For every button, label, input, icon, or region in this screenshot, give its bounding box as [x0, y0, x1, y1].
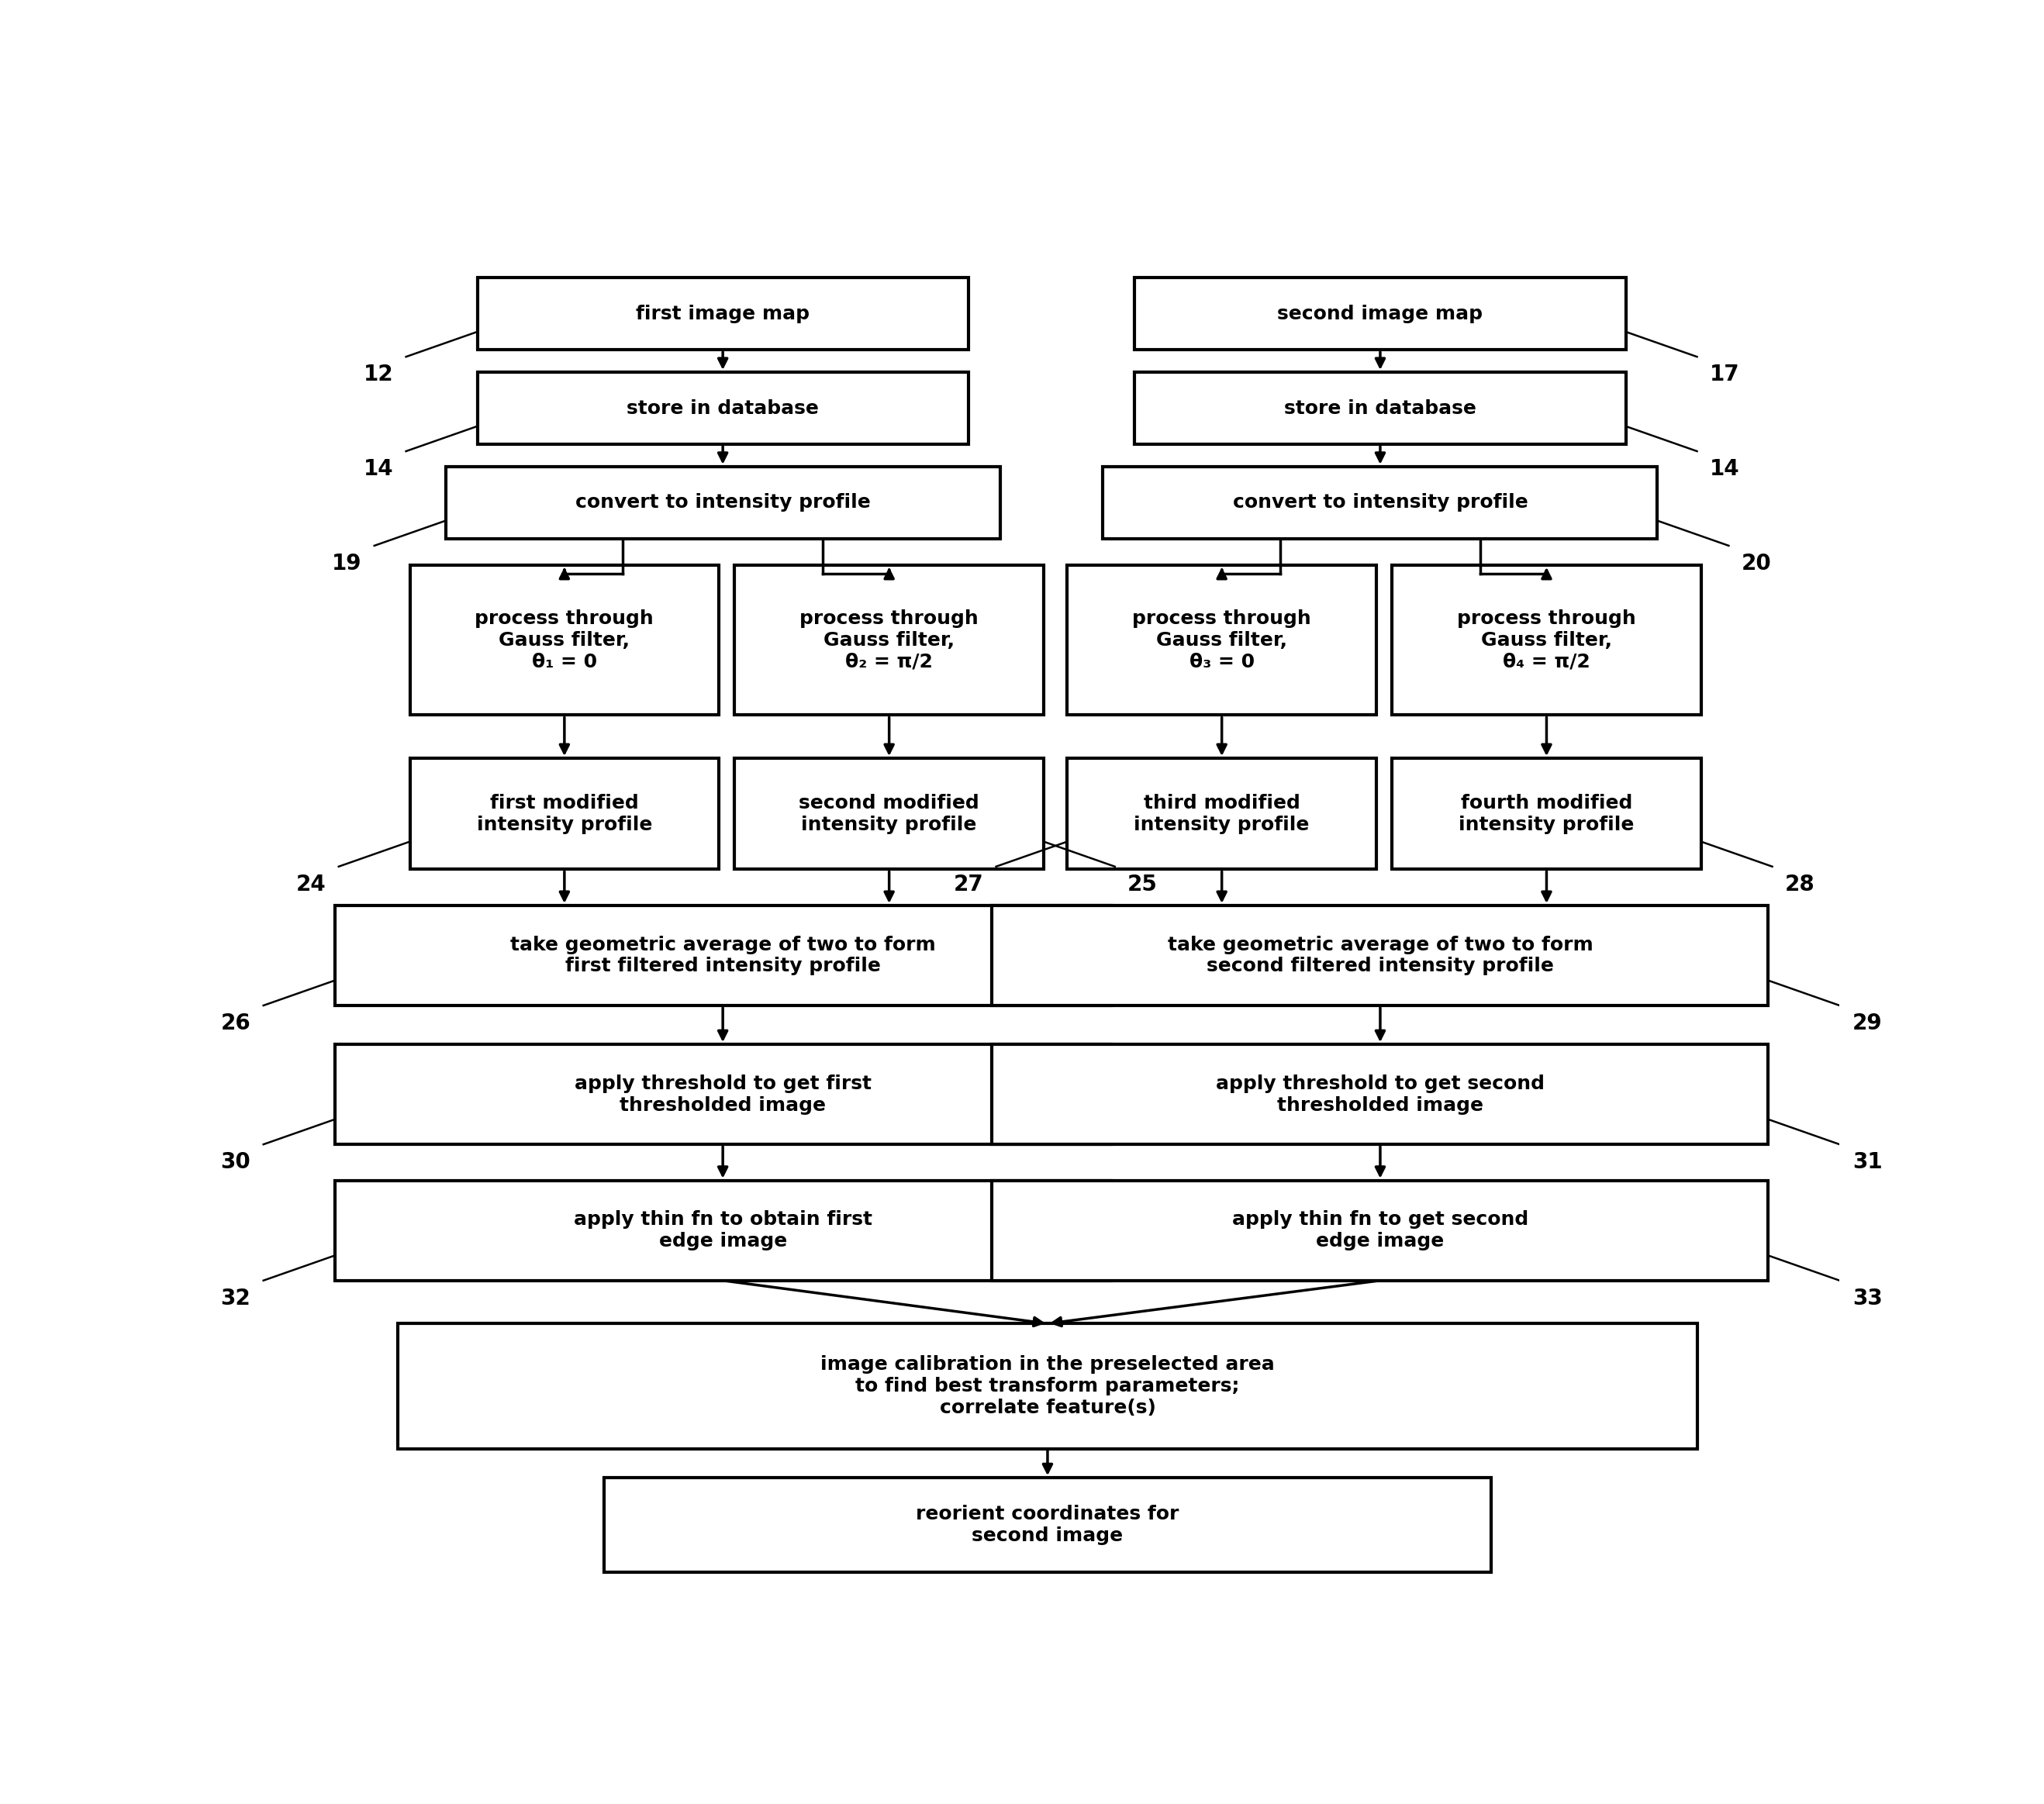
Bar [1134, 278, 1625, 350]
Text: take geometric average of two to form
second filtered intensity profile: take geometric average of two to form se… [1167, 936, 1592, 976]
Text: store in database: store in database [1284, 399, 1476, 417]
Text: 27: 27 [953, 873, 983, 895]
Text: 26: 26 [221, 1012, 251, 1034]
Bar [411, 758, 719, 870]
Text: 25: 25 [1128, 873, 1157, 895]
Bar [991, 1180, 1768, 1281]
Bar [446, 467, 1000, 539]
Text: 29: 29 [1852, 1012, 1883, 1034]
Bar [335, 1180, 1112, 1281]
Text: 33: 33 [1852, 1288, 1883, 1310]
Text: process through
Gauss filter,
θ₄ = π/2: process through Gauss filter, θ₄ = π/2 [1457, 610, 1635, 671]
Bar [1067, 565, 1376, 714]
Text: second modified
intensity profile: second modified intensity profile [799, 794, 979, 833]
Text: apply thin fn to obtain first
edge image: apply thin fn to obtain first edge image [574, 1210, 873, 1250]
Text: third modified
intensity profile: third modified intensity profile [1134, 794, 1310, 833]
Text: 28: 28 [1784, 873, 1815, 895]
Text: second image map: second image map [1278, 305, 1484, 323]
Bar [734, 565, 1044, 714]
Text: take geometric average of two to form
first filtered intensity profile: take geometric average of two to form fi… [511, 936, 936, 976]
Bar [991, 906, 1768, 1005]
Bar [476, 372, 969, 444]
Text: 12: 12 [364, 364, 392, 386]
Bar [734, 758, 1044, 870]
Text: convert to intensity profile: convert to intensity profile [1233, 492, 1527, 512]
Text: 32: 32 [221, 1288, 251, 1310]
Text: apply thin fn to get second
edge image: apply thin fn to get second edge image [1233, 1210, 1529, 1250]
Text: first modified
intensity profile: first modified intensity profile [476, 794, 652, 833]
Text: 17: 17 [1709, 364, 1739, 386]
Text: 31: 31 [1852, 1151, 1883, 1173]
Text: store in database: store in database [628, 399, 820, 417]
Text: 20: 20 [1741, 552, 1772, 574]
Text: process through
Gauss filter,
θ₂ = π/2: process through Gauss filter, θ₂ = π/2 [799, 610, 979, 671]
Text: convert to intensity profile: convert to intensity profile [574, 492, 871, 512]
Bar [476, 278, 969, 350]
Text: 14: 14 [1709, 458, 1739, 480]
Bar [411, 565, 719, 714]
Bar [335, 906, 1112, 1005]
Text: 19: 19 [331, 552, 362, 574]
Text: 24: 24 [296, 873, 325, 895]
Text: 30: 30 [221, 1151, 251, 1173]
Text: process through
Gauss filter,
θ₁ = 0: process through Gauss filter, θ₁ = 0 [474, 610, 654, 671]
Bar [1392, 758, 1701, 870]
Bar [399, 1324, 1697, 1449]
Text: first image map: first image map [636, 305, 809, 323]
Bar [1104, 467, 1658, 539]
Bar [1134, 372, 1625, 444]
Bar [1067, 758, 1376, 870]
Text: process through
Gauss filter,
θ₃ = 0: process through Gauss filter, θ₃ = 0 [1132, 610, 1312, 671]
Text: image calibration in the preselected area
to find best transform parameters;
cor: image calibration in the preselected are… [820, 1355, 1275, 1416]
Text: apply threshold to get first
thresholded image: apply threshold to get first thresholded… [574, 1075, 871, 1115]
Text: 14: 14 [364, 458, 392, 480]
Bar [991, 1045, 1768, 1144]
Text: reorient coordinates for
second image: reorient coordinates for second image [916, 1505, 1179, 1544]
Bar [605, 1477, 1492, 1573]
Text: fourth modified
intensity profile: fourth modified intensity profile [1459, 794, 1635, 833]
Text: apply threshold to get second
thresholded image: apply threshold to get second thresholde… [1216, 1075, 1545, 1115]
Bar [1392, 565, 1701, 714]
Bar [335, 1045, 1112, 1144]
